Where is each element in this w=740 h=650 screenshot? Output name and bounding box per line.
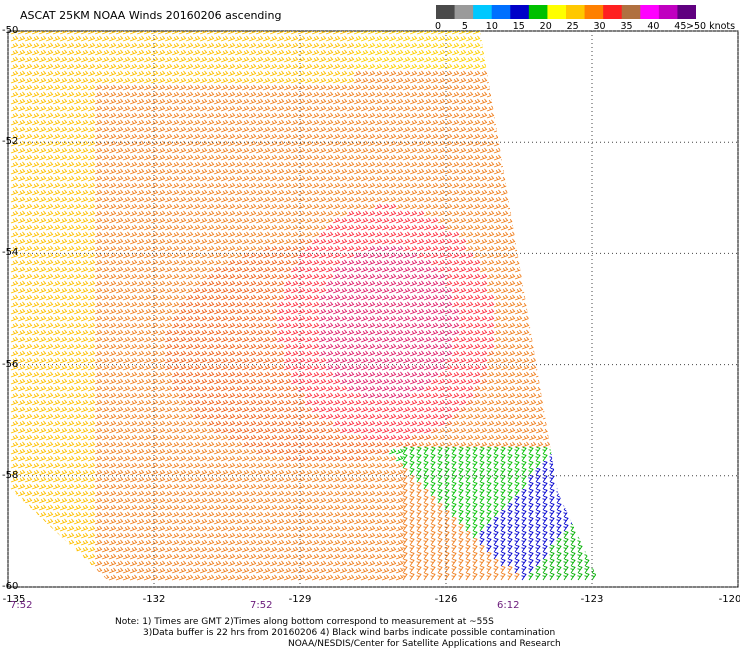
map-grid bbox=[7, 30, 739, 588]
color-scale-swatch bbox=[454, 5, 474, 19]
color-scale-label: 45 bbox=[674, 21, 687, 32]
color-scale-swatch bbox=[658, 5, 678, 19]
latitude-tick-label: -52 bbox=[2, 136, 19, 148]
color-scale-label: 15 bbox=[512, 21, 525, 32]
color-scale-swatch bbox=[473, 5, 493, 19]
wind-barbs bbox=[10, 31, 602, 581]
latitude-tick-label: -60 bbox=[2, 581, 19, 592]
color-scale-label: 25 bbox=[566, 21, 579, 32]
longitude-tick-label: -120 bbox=[718, 594, 740, 605]
color-scale-swatch bbox=[621, 5, 641, 19]
color-scale-label: 20 bbox=[539, 21, 552, 32]
color-scale-swatch bbox=[603, 5, 623, 19]
latitude-tick-label: -54 bbox=[2, 247, 19, 259]
note-line-3: NOAA/NESDIS/Center for Satellite Applica… bbox=[288, 639, 561, 649]
color-scale-label: 0 bbox=[434, 21, 442, 32]
longitude-tick-label: -126 bbox=[434, 594, 458, 605]
color-scale-label: 30 bbox=[593, 21, 606, 32]
time-label: 6:12 bbox=[497, 600, 520, 611]
wind-map bbox=[7, 30, 739, 588]
color-scale-label: 10 bbox=[485, 21, 498, 32]
color-scale-swatch bbox=[528, 5, 548, 19]
time-label: 7:52 bbox=[250, 600, 273, 611]
latitude-tick-label: -58 bbox=[2, 469, 19, 481]
color-scale-unit: >50 knots bbox=[686, 21, 736, 32]
color-scale-swatch bbox=[436, 5, 456, 19]
longitude-tick-label: -135 bbox=[2, 594, 26, 605]
color-scale-label: 5 bbox=[461, 21, 468, 32]
color-scale-swatch bbox=[566, 5, 586, 19]
map-title: ASCAT 25KM NOAA Winds 20160206 ascending bbox=[20, 9, 282, 22]
time-label: 7:52 bbox=[10, 600, 33, 611]
longitude-tick-label: -123 bbox=[580, 594, 604, 605]
color-scale-swatch bbox=[547, 5, 567, 19]
color-scale-swatch bbox=[491, 5, 511, 19]
color-scale-swatch bbox=[584, 5, 604, 19]
color-scale-label: 35 bbox=[620, 21, 633, 32]
note-line-2: 3)Data buffer is 22 hrs from 20160206 4)… bbox=[143, 628, 556, 638]
latitude-tick-label: -50 bbox=[2, 25, 19, 36]
color-scale-label: 40 bbox=[647, 21, 660, 32]
latitude-tick-label: -56 bbox=[2, 358, 19, 370]
color-scale-bar bbox=[436, 5, 696, 19]
color-scale-swatch bbox=[640, 5, 660, 19]
note-line-1: Note: 1) Times are GMT 2)Times along bot… bbox=[115, 617, 494, 627]
longitude-tick-label: -132 bbox=[142, 594, 166, 605]
longitude-tick-label: -129 bbox=[288, 594, 312, 605]
color-scale-swatch bbox=[677, 5, 696, 19]
color-scale-swatch bbox=[510, 5, 530, 19]
